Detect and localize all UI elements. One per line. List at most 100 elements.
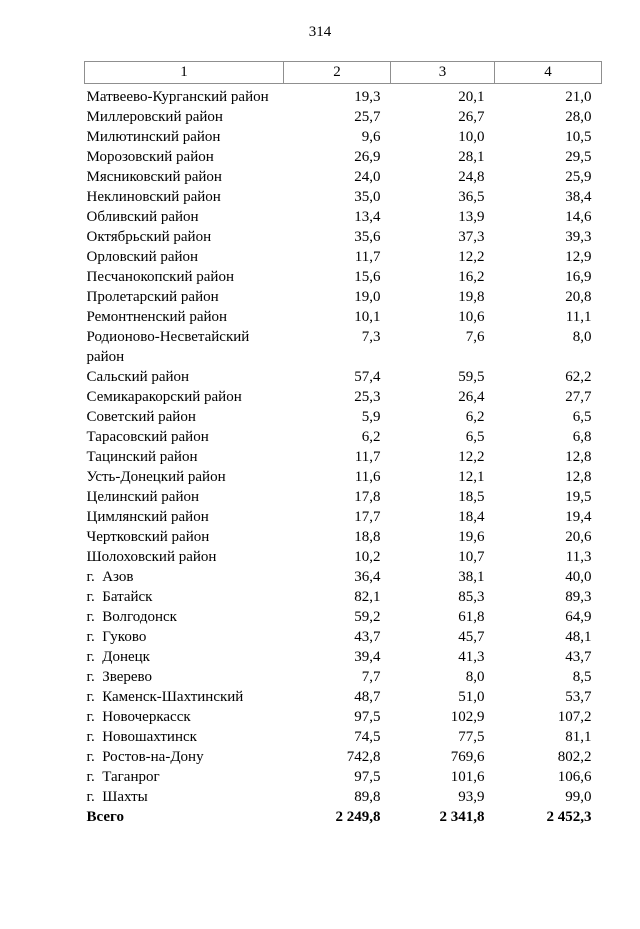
table-row: Родионово-Несветайский район 7,3 7,6 8,0 xyxy=(85,327,602,367)
table-row: Матвеево-Курганский район 19,3 20,1 21,0 xyxy=(85,84,602,108)
value-cell: 39,4 xyxy=(354,649,381,665)
value-cell: 19,6 xyxy=(458,529,485,545)
table-row: Шолоховский район 10,2 10,7 11,3 xyxy=(85,547,602,567)
value-cell: 19,0 xyxy=(354,289,381,305)
value-cell: 48,1 xyxy=(565,629,592,645)
region-name-cell: Матвеево-Курганский район xyxy=(86,89,269,105)
value-cell: 18,4 xyxy=(458,509,485,525)
value-cell: 14,6 xyxy=(565,209,592,225)
region-name-cell: Усть-Донецкий район xyxy=(86,469,226,485)
value-cell: 11,7 xyxy=(354,449,381,465)
value-cell: 97,5 xyxy=(354,709,381,725)
value-cell: 19,4 xyxy=(565,509,592,525)
value-cell: 62,2 xyxy=(565,369,592,385)
value-cell: 12,1 xyxy=(458,469,485,485)
value-cell: 7,6 xyxy=(465,329,485,345)
value-cell: 16,2 xyxy=(458,269,485,285)
value-cell: 19,3 xyxy=(354,89,381,105)
value-cell: 45,7 xyxy=(458,629,485,645)
value-cell: 59,2 xyxy=(354,609,381,625)
region-name-cell: Пролетарский район xyxy=(86,289,219,305)
table-row: Миллеровский район 25,7 26,7 28,0 xyxy=(85,107,602,127)
value-cell: 769,6 xyxy=(450,749,485,765)
value-cell: 26,4 xyxy=(458,389,485,405)
value-cell: 89,3 xyxy=(565,589,592,605)
region-name-cell: г. Новочеркасск xyxy=(86,709,191,725)
value-cell: 11,1 xyxy=(565,309,592,325)
table-row: Орловский район 11,7 12,2 12,9 xyxy=(85,247,602,267)
value-cell: 17,8 xyxy=(354,489,381,505)
table-row: г. Азов 36,4 38,1 40,0 xyxy=(85,567,602,587)
value-cell: 6,5 xyxy=(465,429,485,445)
value-cell: 36,4 xyxy=(354,569,381,585)
value-cell: 39,3 xyxy=(565,229,592,245)
value-cell: 81,1 xyxy=(565,729,592,745)
value-cell: 53,7 xyxy=(565,689,592,705)
value-cell: 2 341,8 xyxy=(439,809,485,825)
value-cell: 6,5 xyxy=(572,409,592,425)
region-name-cell: г. Гуково xyxy=(86,629,147,645)
region-name-cell: Ремонтненский район xyxy=(86,309,228,325)
value-cell: 20,1 xyxy=(458,89,485,105)
table-row: Ремонтненский район 10,1 10,6 11,1 xyxy=(85,307,602,327)
region-name-cell: Чертковский район xyxy=(86,529,210,545)
value-cell: 7,3 xyxy=(361,329,381,345)
value-cell: 21,0 xyxy=(565,89,592,105)
header-cell-1: 1 xyxy=(84,61,284,84)
region-name-cell: Неклиновский район xyxy=(86,189,221,205)
table-row: г. Гуково 43,7 45,7 48,1 xyxy=(85,627,602,647)
value-cell: 102,9 xyxy=(450,709,485,725)
region-name-cell: Цимлянский район xyxy=(86,509,209,525)
value-cell: 51,0 xyxy=(458,689,485,705)
value-cell: 101,6 xyxy=(450,769,485,785)
region-name-cell: Песчанокопский район xyxy=(86,269,234,285)
table-row: г. Ростов-на-Дону 742,8 769,6 802,2 xyxy=(85,747,602,767)
table-row: г. Каменск-Шахтинский 48,7 51,0 53,7 xyxy=(85,687,602,707)
region-name-cell: г. Каменск-Шахтинский xyxy=(86,689,244,705)
document-page: 314 1 2 3 4 Матвеево-Курганский район 19,… xyxy=(0,24,640,827)
table-row: Сальский район 57,4 59,5 62,2 xyxy=(85,367,602,387)
region-name-cell: г. Донецк xyxy=(86,649,150,665)
value-cell: 12,2 xyxy=(458,249,485,265)
table-header-row: 1 2 3 4 xyxy=(84,61,602,84)
value-cell: 20,6 xyxy=(565,529,592,545)
header-cell-2: 2 xyxy=(283,61,391,84)
region-name-cell: Милютинский район xyxy=(86,129,221,145)
value-cell: 85,3 xyxy=(458,589,485,605)
value-cell: 742,8 xyxy=(346,749,381,765)
value-cell: 18,8 xyxy=(354,529,381,545)
region-name-cell: Целинский район xyxy=(86,489,200,505)
value-cell: 59,5 xyxy=(458,369,485,385)
table-row: Милютинский район 9,6 10,0 10,5 xyxy=(85,127,602,147)
value-cell: 25,7 xyxy=(354,109,381,125)
region-name-cell: Тарасовский район xyxy=(86,429,209,445)
region-name-cell: Сальский район xyxy=(86,369,190,385)
region-name-cell: Орловский район xyxy=(86,249,199,265)
page-number: 314 xyxy=(308,24,332,40)
region-name-cell: Обливский район xyxy=(86,209,199,225)
value-cell: 10,7 xyxy=(458,549,485,565)
value-cell: 5,9 xyxy=(361,409,381,425)
value-cell: 40,0 xyxy=(565,569,592,585)
value-cell: 28,0 xyxy=(565,109,592,125)
value-cell: 25,9 xyxy=(565,169,592,185)
value-cell: 12,9 xyxy=(565,249,592,265)
table-row: Семикаракорский район 25,3 26,4 27,7 xyxy=(85,387,602,407)
table-row: Тацинский район 11,7 12,2 12,8 xyxy=(85,447,602,467)
table-row: Обливский район 13,4 13,9 14,6 xyxy=(85,207,602,227)
value-cell: 17,7 xyxy=(354,509,381,525)
region-name-cell: г. Новошахтинск xyxy=(86,729,197,745)
value-cell: 24,0 xyxy=(354,169,381,185)
region-name-cell: Советский район xyxy=(86,409,196,425)
value-cell: 35,0 xyxy=(354,189,381,205)
header-cell-3: 3 xyxy=(390,61,495,84)
table-row: Песчанокопский район 15,6 16,2 16,9 xyxy=(85,267,602,287)
table-row: Советский район 5,9 6,2 6,5 xyxy=(85,407,602,427)
table-row: г. Зверево 7,7 8,0 8,5 xyxy=(85,667,602,687)
value-cell: 38,4 xyxy=(565,189,592,205)
header-cell-4: 4 xyxy=(494,61,602,84)
region-name-cell: Родионово-Несветайский район xyxy=(86,329,254,365)
table-row: г. Таганрог 97,5 101,6 106,6 xyxy=(85,767,602,787)
region-name-cell: Мясниковский район xyxy=(86,169,222,185)
value-cell: 26,9 xyxy=(354,149,381,165)
